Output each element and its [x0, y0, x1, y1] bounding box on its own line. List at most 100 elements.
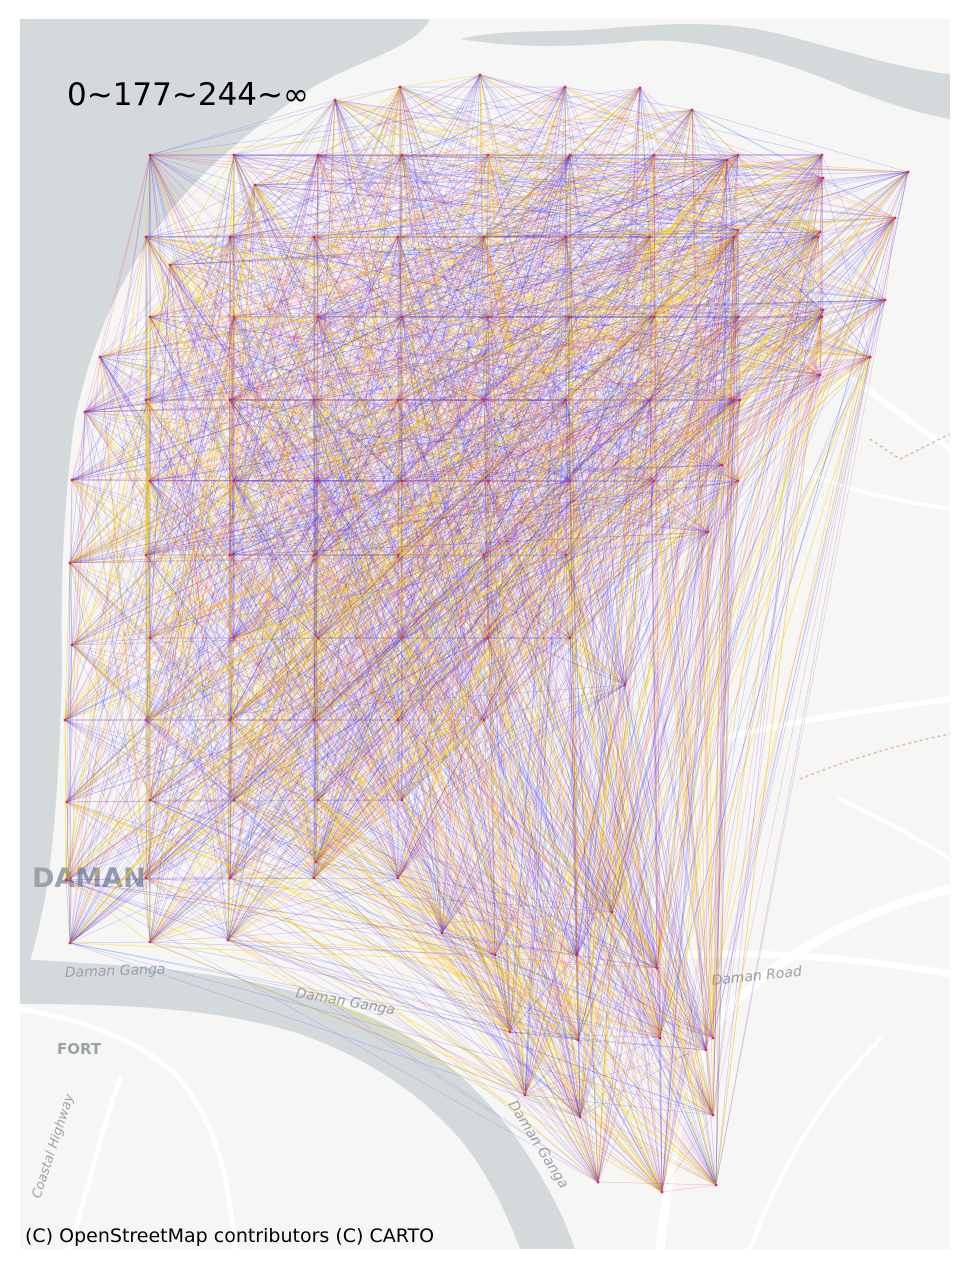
flow-line [712, 299, 886, 1039]
flow-line [483, 154, 571, 556]
flow-line [317, 154, 896, 219]
flow-line [313, 316, 571, 401]
flow-line [397, 316, 403, 556]
flow-line [726, 159, 896, 219]
flow-line [145, 554, 399, 721]
flow-line [233, 480, 578, 956]
flow-line [565, 554, 707, 1051]
flow-line [227, 554, 399, 941]
flow-line [66, 154, 739, 803]
flow-line [565, 236, 661, 1039]
flow-line [149, 171, 909, 943]
flow-line [649, 236, 735, 401]
flow-line [149, 941, 661, 1039]
flow-line [64, 399, 741, 721]
flow-line [401, 236, 819, 482]
flow-line [149, 154, 739, 639]
flow-line [69, 562, 579, 1041]
flow-line [149, 236, 231, 639]
flow-line [317, 316, 717, 1186]
flow-node [312, 553, 316, 557]
flow-line [569, 316, 739, 482]
flow-line [145, 309, 824, 401]
flow-line [317, 316, 741, 401]
flow-line [229, 159, 728, 556]
flow-line [397, 399, 651, 556]
flow-line [65, 879, 581, 1118]
flow-line [145, 554, 567, 721]
flow-line [653, 154, 728, 161]
flow-line [313, 236, 651, 556]
flow-line [397, 554, 485, 721]
flow-line [597, 399, 735, 1183]
flow-node [720, 463, 724, 467]
flow-line [401, 799, 443, 934]
flow-line [611, 309, 824, 913]
flow-line [149, 309, 824, 639]
flow-line [71, 479, 403, 482]
flow-line [229, 154, 403, 721]
flow-line [65, 719, 147, 881]
flow-line [317, 799, 714, 1039]
flow-line [494, 171, 909, 956]
flow-line [483, 86, 566, 401]
flow-line [233, 480, 739, 801]
flow-line [509, 480, 655, 1033]
flow-line [649, 236, 886, 301]
flow-line [317, 684, 626, 801]
flow-line [524, 1049, 707, 1096]
flow-line [334, 99, 871, 358]
flow-line [576, 954, 579, 1041]
flow-line [84, 399, 147, 413]
flow-line [254, 74, 481, 186]
flow-line [149, 231, 821, 482]
flow-line [397, 877, 599, 1183]
flow-line [317, 154, 735, 401]
flow-line [317, 74, 481, 318]
flow-line [315, 861, 714, 1039]
flow-node [736, 153, 740, 157]
flow-line [145, 236, 403, 482]
flow-line [145, 637, 151, 879]
flow-line [64, 554, 231, 721]
flow-line [149, 236, 567, 318]
flow-line [494, 954, 707, 1051]
flow-line [691, 109, 824, 179]
flow-line [597, 1037, 661, 1183]
od-flow-map[interactable]: DAMAN FORT Daman Ganga Daman Ganga Daman… [20, 19, 950, 1249]
flow-line [64, 719, 229, 941]
flow-line [313, 236, 511, 1033]
flow-line [659, 159, 728, 1039]
flow-line [313, 399, 443, 934]
flow-line [229, 399, 578, 956]
flow-line [233, 316, 823, 639]
flow-line [401, 154, 909, 173]
flow-line [487, 229, 739, 318]
flow-line [145, 399, 229, 941]
flow-line [313, 316, 823, 556]
flow-line [233, 74, 481, 156]
flow-line [233, 236, 819, 318]
map-frame[interactable]: DAMAN FORT Daman Ganga Daman Ganga Daman… [20, 19, 950, 1249]
flow-line [69, 229, 739, 564]
flow-line [229, 154, 739, 721]
flow-line [315, 719, 485, 863]
flow-line [524, 531, 709, 1096]
flow-line [229, 159, 728, 401]
flow-line [487, 637, 613, 913]
flow-line [611, 87, 641, 913]
flow-line [564, 86, 567, 401]
flow-line [317, 236, 735, 318]
flow-line [69, 399, 147, 564]
flow-line [229, 399, 315, 721]
flow-node [400, 479, 404, 483]
flow-line [579, 531, 709, 1118]
flow-line [317, 480, 403, 801]
flow-line [317, 480, 496, 956]
flow-line [229, 236, 399, 401]
flow-line [737, 316, 821, 376]
flow-line [254, 184, 871, 358]
flow-line [401, 464, 723, 801]
flow-line [149, 316, 489, 943]
flow-line [145, 236, 651, 879]
